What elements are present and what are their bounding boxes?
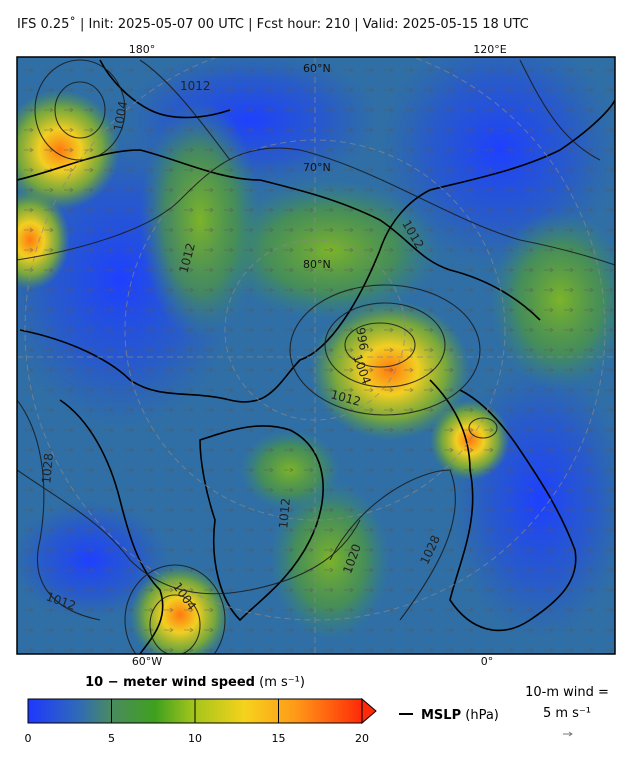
lat-label: 80°N: [303, 258, 331, 271]
contour-label: 1012: [180, 79, 211, 93]
lon-label: 0°: [481, 655, 494, 668]
colorbar-tick-label: 5: [108, 732, 115, 745]
wind-key-label: 10-m wind =: [525, 685, 609, 700]
wind-key-value: 5 m s⁻¹: [543, 706, 591, 721]
colorbar-title-main: 10 − meter wind speed: [85, 675, 255, 690]
colorbar: 0 5 10 15 20: [25, 697, 377, 745]
colorbar-tick-label: 0: [25, 732, 32, 745]
lon-labels: 180° 120°E 60°W 0°: [129, 43, 507, 668]
colorbar-tick-label: 15: [272, 732, 286, 745]
contour-label: 1028: [39, 453, 56, 485]
wind-key-arrow: [563, 731, 573, 737]
contour-label: 996: [353, 326, 371, 351]
map-frame: [16, 56, 616, 655]
title: IFS 0.25˚ | Init: 2025-05-07 00 UTC | Fc…: [17, 16, 529, 32]
lon-label: 60°W: [132, 655, 162, 668]
lat-labels: 60°N 70°N 80°N: [303, 62, 331, 271]
mslp-unit: (hPa): [465, 708, 499, 723]
lat-label: 60°N: [303, 62, 331, 75]
contour-label: 1004: [111, 100, 130, 133]
mslp-legend: MSLP (hPa): [421, 708, 499, 723]
colorbar-extend: [361, 697, 377, 725]
lon-label: 180°: [129, 43, 156, 56]
contour-label: 1012: [276, 497, 293, 529]
lat-label: 70°N: [303, 161, 331, 174]
lon-label: 120°E: [473, 43, 506, 56]
mslp-label: MSLP: [421, 708, 461, 723]
colorbar-title: 10 − meter wind speed (m s⁻¹): [85, 675, 305, 690]
map: 1012 1004 1012 996 1004 1012 1028 1012 1…: [17, 57, 615, 654]
colorbar-unit: (m s⁻¹): [259, 675, 305, 690]
colorbar-tick-label: 20: [355, 732, 369, 745]
colorbar-tick-label: 10: [188, 732, 202, 745]
